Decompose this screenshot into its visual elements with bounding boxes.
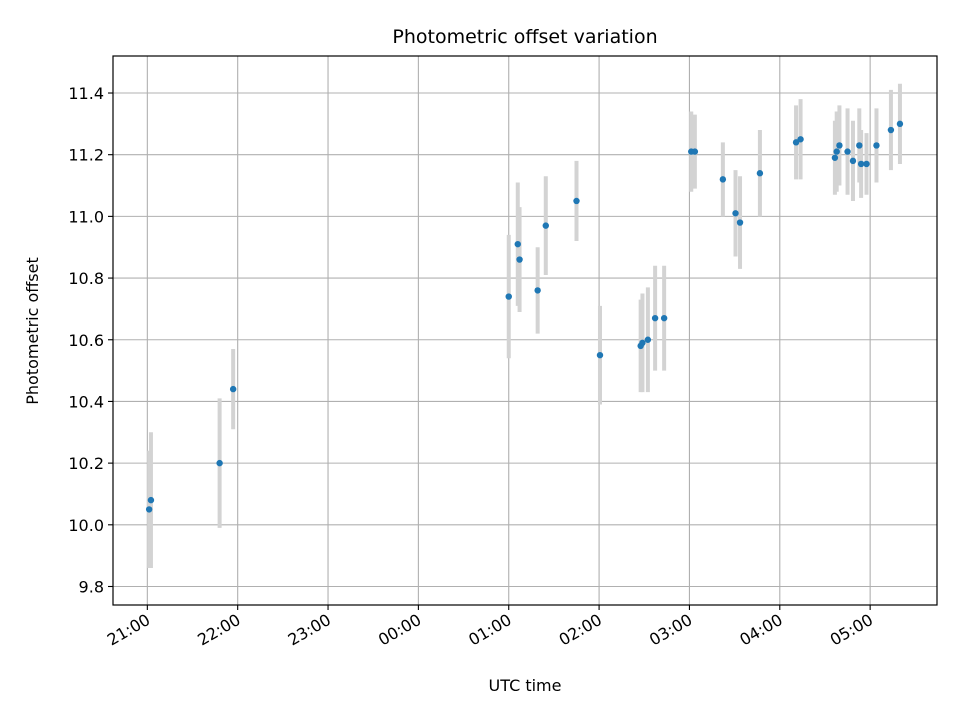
data-points (145, 120, 904, 513)
y-tick-label: 10.6 (68, 331, 104, 350)
data-point (660, 314, 668, 322)
y-tick-label: 9.8 (79, 577, 104, 596)
data-point (644, 336, 652, 343)
y-tick-label: 10.8 (68, 269, 104, 288)
grid (113, 56, 937, 605)
data-point (534, 287, 541, 294)
data-point (857, 160, 865, 168)
data-point (516, 256, 523, 263)
data-point (651, 314, 659, 322)
chart-title: Photometric offset variation (392, 26, 657, 48)
data-point (792, 139, 800, 146)
data-point (732, 210, 739, 217)
data-point (514, 240, 521, 248)
y-tick-label: 10.4 (68, 392, 104, 411)
y-tick-label: 11.0 (68, 207, 104, 226)
data-point (863, 160, 870, 168)
data-point (756, 170, 764, 177)
data-point (831, 154, 839, 161)
data-point (147, 496, 155, 504)
y-axis-title: Photometric offset (23, 257, 42, 405)
data-point (836, 142, 843, 149)
data-point (229, 385, 237, 393)
x-axis-title: UTC time (489, 676, 562, 695)
data-point (887, 126, 895, 134)
data-point (216, 459, 223, 467)
data-point (833, 148, 840, 155)
data-point (844, 148, 851, 155)
data-point (719, 176, 727, 183)
data-point (873, 142, 880, 149)
data-point (849, 157, 857, 165)
data-point (736, 219, 744, 226)
data-point (596, 351, 604, 359)
data-point (896, 120, 904, 128)
plot-area-frame (112, 55, 938, 606)
data-point (797, 136, 804, 143)
data-point (145, 506, 153, 513)
y-tick-label: 10.0 (68, 516, 104, 535)
y-tick-label: 11.4 (68, 84, 104, 103)
data-point (691, 148, 699, 155)
y-tick-label: 10.2 (68, 454, 104, 473)
data-point (639, 339, 646, 347)
y-tick-label: 11.2 (68, 146, 104, 165)
data-point (573, 197, 580, 205)
y-axis-ticks: 9.8 10.0 10.2 10.4 10.6 10.8 11.0 11.2 11.4 (68, 84, 113, 596)
data-point (505, 293, 512, 300)
data-point (542, 222, 549, 229)
data-point (856, 142, 863, 149)
